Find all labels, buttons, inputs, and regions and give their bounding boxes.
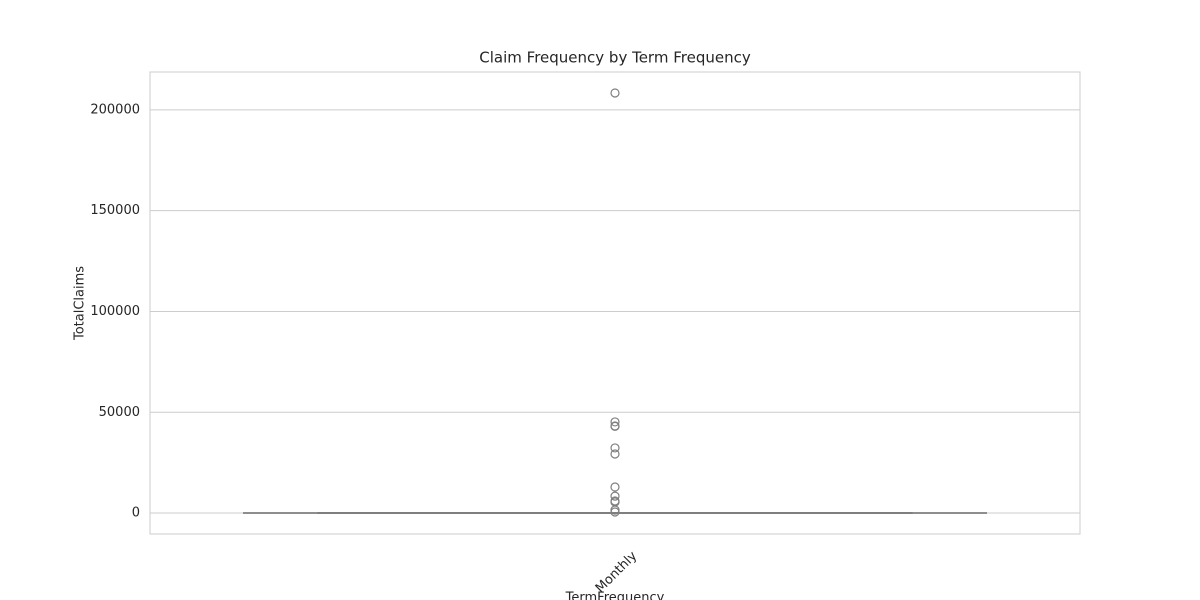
y-tick-label: 0 — [132, 506, 140, 521]
plot-frame — [149, 71, 1081, 535]
outlier — [610, 507, 620, 517]
x-axis-label: TermFrequency — [565, 591, 665, 600]
y-tick-label: 150000 — [90, 203, 140, 218]
y-tick-label: 100000 — [90, 304, 140, 319]
y-tick-label: 50000 — [99, 405, 140, 420]
chart-title: Claim Frequency by Term Frequency — [479, 49, 751, 67]
outlier — [610, 421, 620, 431]
y-axis-label: TotalClaims — [73, 266, 88, 341]
outlier — [610, 449, 620, 459]
outlier — [610, 417, 620, 427]
outlier — [610, 88, 620, 98]
outlier — [610, 443, 620, 453]
y-tick-label: 200000 — [90, 102, 140, 117]
outlier — [610, 491, 620, 501]
outlier — [610, 482, 620, 492]
x-tick-label: Monthly — [593, 548, 641, 596]
